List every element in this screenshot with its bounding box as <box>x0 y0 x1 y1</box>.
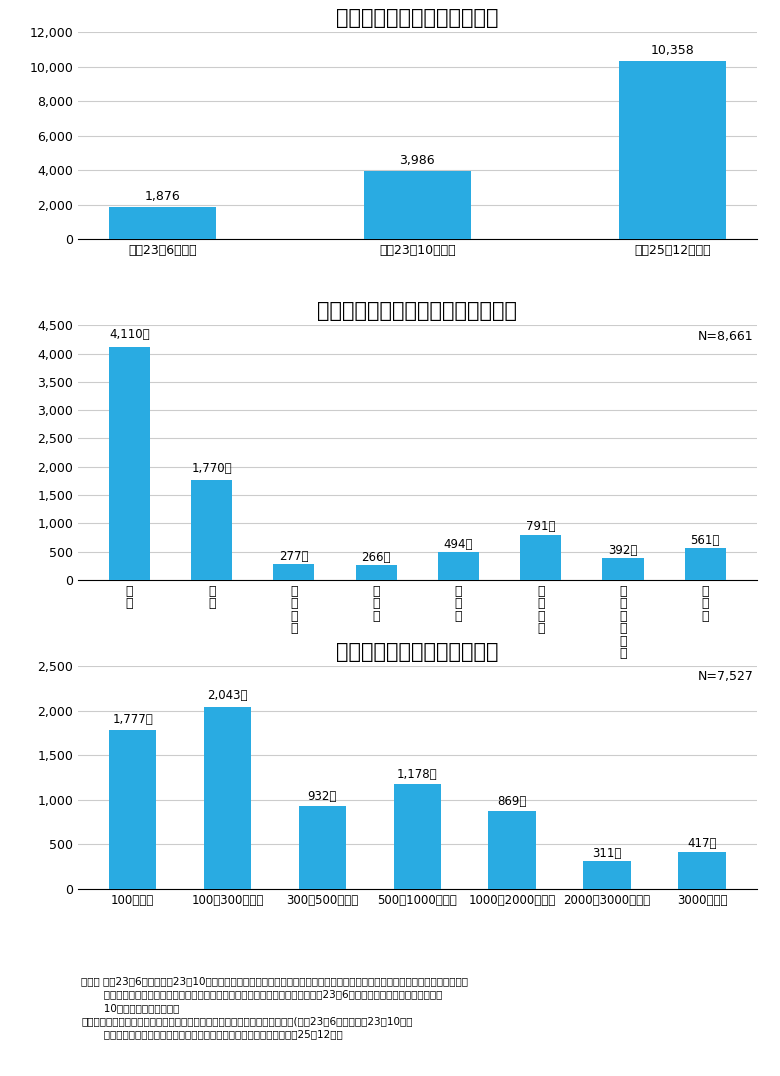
Text: 311棟: 311棟 <box>593 847 622 860</box>
Text: 494棟: 494棟 <box>444 538 473 551</box>
Text: 932棟: 932棟 <box>307 790 337 803</box>
Text: 791棟: 791棟 <box>526 520 555 534</box>
Bar <box>619 60 725 239</box>
Bar <box>109 207 216 239</box>
Text: 1,178棟: 1,178棟 <box>397 768 438 781</box>
Text: 277棟: 277棟 <box>279 550 309 563</box>
Text: 561棟: 561棟 <box>690 534 720 547</box>
Text: 10,358: 10,358 <box>651 44 694 57</box>
Text: N=8,661: N=8,661 <box>697 330 753 343</box>
Bar <box>583 861 631 889</box>
Bar <box>685 549 725 580</box>
Bar <box>679 852 725 889</box>
Bar <box>602 557 643 580</box>
Bar <box>109 348 150 580</box>
Bar <box>488 811 536 889</box>
Text: 417棟: 417棟 <box>687 837 717 850</box>
Text: 869棟: 869棟 <box>498 795 527 808</box>
Text: （注） 平成23年6月及び平成23年10月の調査は、東日本大震災の影響により、岩手県、宮城県、福島県を調査対象外としている。
       内閣府及び国土交通省: （注） 平成23年6月及び平成23年10月の調査は、東日本大震災の影響により、岩… <box>81 976 469 1039</box>
Bar <box>394 783 441 889</box>
Bar <box>273 564 314 580</box>
Bar <box>109 731 156 889</box>
Title: 津波避難ビルの指定数の推移: 津波避難ビルの指定数の推移 <box>336 8 498 28</box>
Text: 1,770棟: 1,770棟 <box>191 463 232 476</box>
Text: 392棟: 392棟 <box>608 543 637 556</box>
Bar <box>191 480 232 580</box>
Bar <box>438 552 479 580</box>
Text: 2,043棟: 2,043棟 <box>207 690 248 703</box>
Bar <box>356 565 397 580</box>
Text: 3,986: 3,986 <box>399 154 435 167</box>
Text: 1,777棟: 1,777棟 <box>112 713 153 726</box>
Title: 津波避難ビルの平時の建築物の用途: 津波避難ビルの平時の建築物の用途 <box>317 301 517 321</box>
Bar <box>204 707 251 889</box>
Bar <box>363 170 471 239</box>
Text: N=7,527: N=7,527 <box>697 670 753 683</box>
Text: 1,876: 1,876 <box>144 190 180 203</box>
Bar <box>520 535 562 580</box>
Text: 266棟: 266棟 <box>361 551 391 564</box>
Title: 津波避難ビルの受入可能人数: 津波避難ビルの受入可能人数 <box>336 641 498 662</box>
Text: 4,110棟: 4,110棟 <box>109 327 150 340</box>
Bar <box>299 806 346 889</box>
